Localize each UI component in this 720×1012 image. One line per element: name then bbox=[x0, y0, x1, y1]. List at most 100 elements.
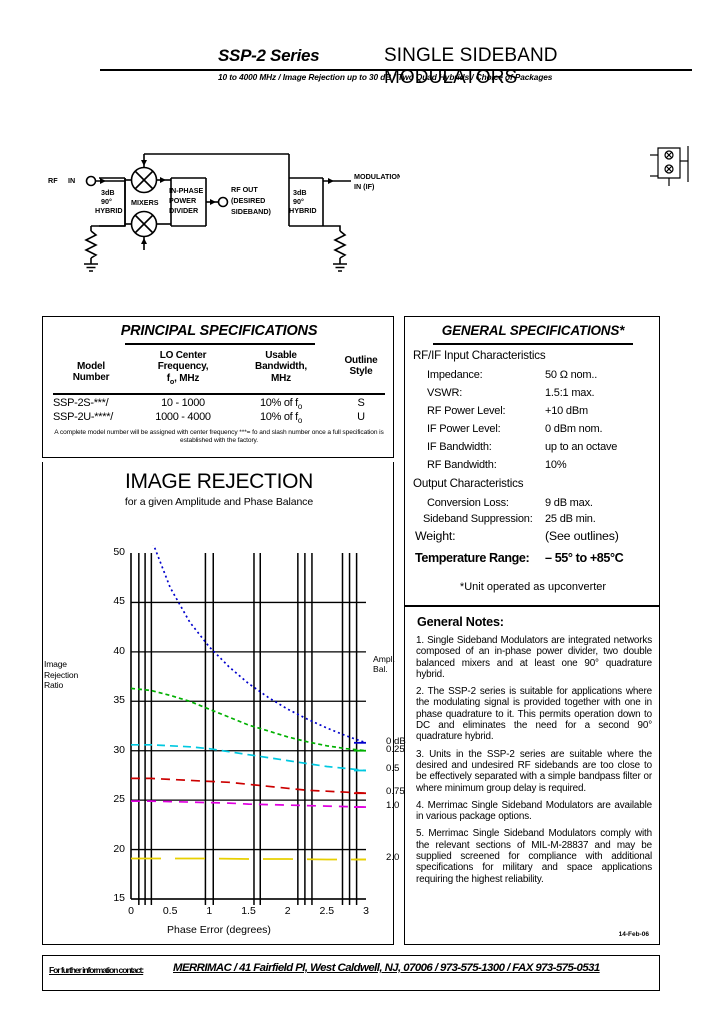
principal-specs-header-row: Model Number LO Center Frequency, fo, MH… bbox=[43, 349, 395, 389]
bd-label-divider-1: IN-PHASE bbox=[169, 186, 204, 195]
header-subtitle: 10 to 4000 MHz / Image Rejection up to 3… bbox=[218, 72, 553, 82]
spec-row-weight: Weight: (See outlines) bbox=[405, 529, 661, 545]
table-row: SSP-2U-****/ 1000 - 4000 10% of fo U bbox=[43, 411, 395, 425]
spec-row-rf-power-level: RF Power Level: +10 dBm bbox=[405, 405, 661, 421]
spec-value: up to an octave bbox=[545, 441, 618, 453]
chart-y-tick: 40 bbox=[113, 644, 125, 657]
page-title: SINGLE SIDEBAND MODULATORS bbox=[384, 45, 558, 88]
col-header-bw-l3: MHz bbox=[271, 372, 291, 384]
bd-label-mixers: MIXERS bbox=[131, 198, 159, 207]
cell-outline: U bbox=[357, 411, 365, 423]
cell-lo-center: 10 - 1000 bbox=[161, 397, 205, 409]
principal-specs-title-underline bbox=[125, 343, 315, 345]
chart-legend-label: 2.0 bbox=[386, 852, 400, 864]
col-header-model-l2: Number bbox=[72, 372, 110, 384]
spec-row-impedance: Impedance: 50 Ω nom.. bbox=[405, 369, 661, 385]
chart-legend-label: 0.75 bbox=[386, 786, 405, 798]
bd-label-divider-2: POWER bbox=[169, 196, 197, 205]
chart-title: IMAGE REJECTION bbox=[124, 470, 314, 493]
chart-subtitle: for a given Amplitude and Phase Balance bbox=[124, 496, 314, 508]
spec-value: (See outlines) bbox=[545, 529, 619, 543]
col-header-outline: Outline Style bbox=[331, 355, 391, 378]
cell-bandwidth: 10% of fo bbox=[259, 411, 303, 426]
col-header-lo-l1: LO Center bbox=[159, 350, 207, 361]
y-axis-label-l3: Ratio bbox=[44, 680, 64, 690]
legend-title-l2: Bal. bbox=[373, 664, 388, 675]
cell-model: SSP-2S-***/ bbox=[53, 397, 109, 409]
spec-value: 9 dB max. bbox=[545, 497, 593, 509]
col-header-bandwidth: Usable Bandwidth, MHz bbox=[235, 350, 327, 384]
chart-y-tick: 15 bbox=[113, 892, 125, 904]
chart-legend-label: 0 dB bbox=[386, 735, 406, 747]
section-rf-if-input: RF/IF Input Characteristics bbox=[413, 349, 546, 362]
spec-row-if-power-level: IF Power Level: 0 dBm nom. bbox=[405, 423, 661, 439]
y-axis-label-l1: Image bbox=[44, 659, 67, 669]
bd-label-rfout-1: RF OUT bbox=[231, 185, 258, 194]
bd-label-modin-1: MODULATION bbox=[354, 172, 400, 181]
spec-value: 50 Ω nom.. bbox=[545, 369, 598, 381]
principal-specs-footnote: A complete model number will be assigned… bbox=[54, 429, 384, 445]
bd-label-hybrid-right-2: 90° bbox=[293, 197, 304, 206]
package-outline-icon bbox=[646, 138, 696, 190]
chart-x-tick: 1.5 bbox=[241, 905, 256, 917]
general-notes-title: General Notes: bbox=[417, 615, 504, 629]
principal-specs-title: PRINCIPAL SPECIFICATIONS bbox=[120, 323, 318, 339]
col-header-bw-l1: Usable bbox=[265, 350, 297, 361]
spec-label: RF Bandwidth: bbox=[427, 459, 497, 471]
bd-label-divider-3: DIVIDER bbox=[169, 206, 199, 215]
general-specs-footnote: *Unit operated as upconverter bbox=[459, 581, 607, 593]
chart-x-tick: 0.5 bbox=[162, 905, 178, 917]
col-header-model: Model Number bbox=[51, 361, 131, 384]
col-header-lo-l3: fo, MHz bbox=[166, 372, 200, 386]
spec-label: Temperature Range: bbox=[415, 551, 530, 565]
header-divider bbox=[100, 69, 692, 71]
col-header-model-l1: Model bbox=[77, 361, 105, 372]
chart-y-tick: 20 bbox=[113, 842, 125, 855]
spec-row-vswr: VSWR: 1.5:1 max. bbox=[405, 387, 661, 403]
legend-title-l1: Ampl. bbox=[373, 654, 395, 664]
spec-label: RF Power Level: bbox=[427, 405, 506, 417]
chart-x-tick: 1 bbox=[206, 905, 213, 917]
general-specifications-panel: GENERAL SPECIFICATIONS* RF/IF Input Char… bbox=[404, 316, 660, 606]
spec-label: VSWR: bbox=[427, 387, 463, 399]
spec-label: IF Bandwidth: bbox=[427, 441, 492, 453]
cell-model: SSP-2U-****/ bbox=[53, 411, 113, 423]
chart-legend-label: 0.25 bbox=[386, 743, 405, 755]
spec-value: 1.5:1 max. bbox=[545, 387, 595, 399]
chart-x-tick: 0 bbox=[128, 905, 134, 917]
note-item: 5. Merrimac Single Sideband Modulators c… bbox=[416, 828, 652, 885]
cell-lo-center: 1000 - 4000 bbox=[155, 411, 211, 423]
principal-specifications-panel: PRINCIPAL SPECIFICATIONS Model Number LO… bbox=[42, 316, 394, 458]
spec-label: Impedance: bbox=[427, 369, 483, 381]
general-notes-panel: General Notes: 1. Single Sideband Modula… bbox=[404, 606, 660, 945]
table-row: SSP-2S-***/ 10 - 1000 10% of fo S bbox=[43, 397, 395, 411]
chart-legend-label: 0.5 bbox=[386, 763, 400, 775]
chart-x-tick: 3 bbox=[363, 905, 369, 917]
chart-svg bbox=[130, 545, 366, 905]
y-axis-label-l2: Rejection bbox=[44, 669, 79, 680]
spec-value: 25 dB min. bbox=[545, 513, 596, 525]
spec-value: +10 dBm bbox=[545, 405, 588, 417]
spec-row-conversion-loss: Conversion Loss: 9 dB max. bbox=[405, 497, 661, 513]
bd-label-in: IN bbox=[68, 176, 75, 185]
note-item: 2. The SSP-2 series is suitable for appl… bbox=[416, 686, 652, 743]
chart-x-tick: 2 bbox=[284, 905, 291, 917]
document-revision-code: 14-Feb-06 bbox=[618, 931, 649, 938]
chart-y-tick: 45 bbox=[113, 595, 125, 608]
footer-contact: MERRIMAC / 41 Fairfield Pl, West Caldwel… bbox=[173, 962, 600, 974]
bd-label-hybrid-left-2: 90° bbox=[101, 197, 112, 206]
note-item: 1. Single Sideband Modulators are integr… bbox=[416, 635, 652, 680]
col-header-lo-l2: Frequency, bbox=[157, 361, 209, 373]
spec-row-rf-bandwidth: RF Bandwidth: 10% bbox=[405, 459, 661, 475]
note-item: 3. Units in the SSP-2 series are suitabl… bbox=[416, 748, 652, 794]
note-item: 4. Merrimac Single Sideband Modulators a… bbox=[416, 799, 652, 823]
bd-label-hybrid-left-3: HYBRID bbox=[95, 206, 123, 215]
bd-label-hybrid-left-1: 3dB bbox=[101, 188, 115, 197]
header-series-name: SSP-2 Series bbox=[218, 46, 320, 65]
spec-row-if-bandwidth: IF Bandwidth: up to an octave bbox=[405, 441, 661, 457]
spec-value: 0 dBm nom. bbox=[545, 423, 603, 435]
cell-bandwidth: 10% of fo bbox=[259, 397, 303, 412]
chart-y-tick: 50 bbox=[113, 546, 125, 558]
chart-y-tick: 25 bbox=[113, 793, 125, 806]
spec-row-sideband-suppression: Sideband Suppression: 25 dB min. bbox=[405, 513, 661, 529]
